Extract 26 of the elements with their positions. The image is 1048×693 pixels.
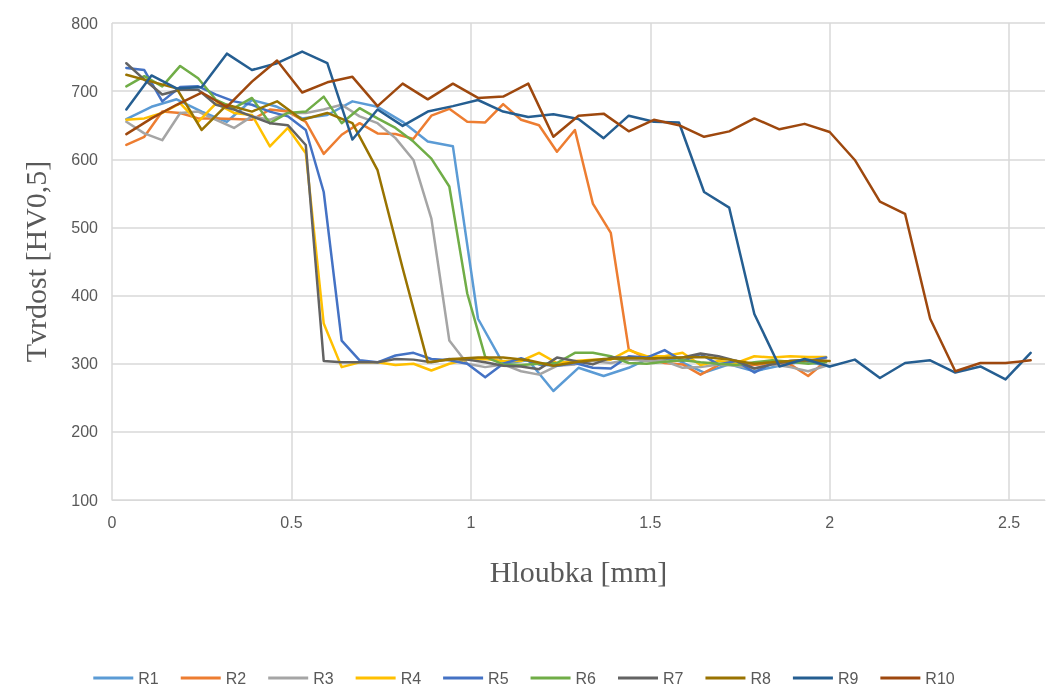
legend-label: R3 — [313, 669, 334, 687]
y-tick-label: 700 — [71, 82, 99, 100]
legend-label: R10 — [925, 669, 955, 687]
y-tick-label: 300 — [71, 355, 99, 373]
x-tick-label: 1 — [466, 513, 476, 531]
y-tick-label: 200 — [71, 423, 99, 441]
x-tick-label: 0.5 — [280, 513, 303, 531]
legend-label: R8 — [750, 669, 772, 687]
y-tick-label: 500 — [71, 218, 99, 236]
x-tick-label: 2.5 — [997, 513, 1021, 531]
x-tick-label: 2 — [825, 513, 835, 531]
y-tick-label: 800 — [71, 14, 99, 32]
legend-label: R2 — [225, 669, 247, 687]
legend-label: R5 — [488, 669, 509, 687]
y-axis-title: Tvrdost [HV0,5] — [18, 160, 52, 363]
legend-label: R1 — [138, 669, 159, 687]
y-tick-label: 100 — [71, 491, 99, 509]
x-tick-label: 1.5 — [639, 513, 662, 531]
y-tick-label: 400 — [71, 287, 99, 305]
legend-label: R6 — [575, 669, 597, 687]
legend-label: R9 — [837, 669, 859, 687]
x-axis-title: Hloubka [mm] — [489, 554, 668, 588]
legend-label: R4 — [400, 669, 422, 687]
legend-label: R7 — [663, 669, 684, 687]
y-tick-label: 600 — [71, 150, 99, 168]
x-tick-label: 0 — [107, 513, 117, 531]
